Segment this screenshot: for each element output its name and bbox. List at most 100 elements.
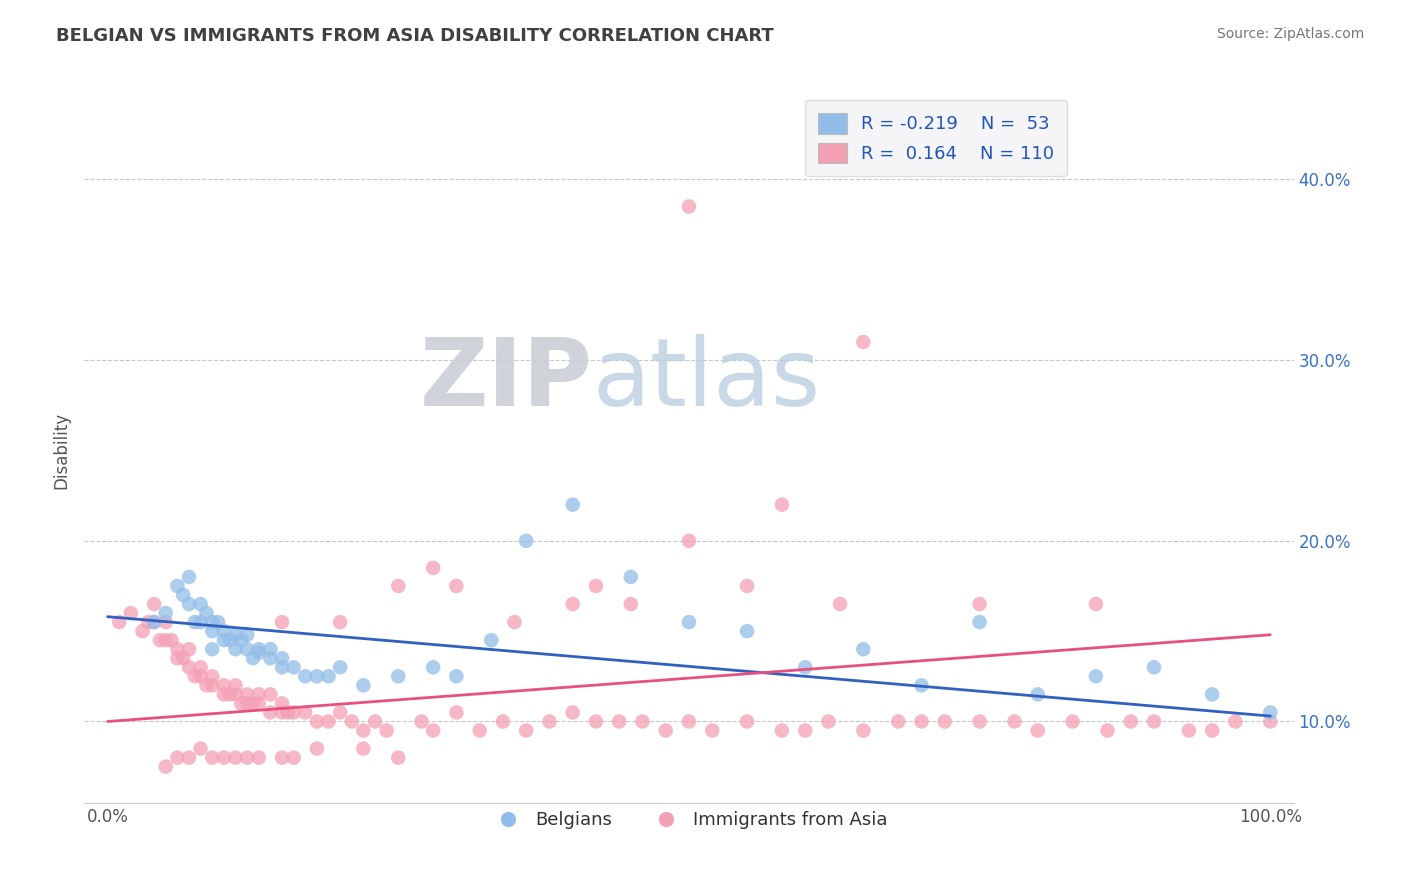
Point — [236, 697, 259, 711]
Text: ZIP: ZIP — [419, 334, 592, 426]
Point — [212, 750, 235, 764]
Point — [446, 706, 468, 720]
Point — [1026, 723, 1049, 738]
Point — [190, 741, 212, 756]
Point — [830, 597, 852, 611]
Point — [166, 750, 188, 764]
Point — [212, 624, 235, 639]
Point — [934, 714, 956, 729]
Point — [247, 642, 270, 657]
Point — [375, 723, 398, 738]
Point — [631, 714, 654, 729]
Point — [422, 561, 444, 575]
Point — [143, 615, 166, 629]
Point — [190, 660, 212, 674]
Point — [166, 651, 188, 665]
Point — [364, 714, 387, 729]
Point — [172, 651, 194, 665]
Point — [852, 723, 875, 738]
Point — [236, 687, 259, 701]
Point — [247, 750, 270, 764]
Point — [411, 714, 433, 729]
Point — [910, 714, 932, 729]
Point — [479, 633, 502, 648]
Point — [259, 651, 281, 665]
Point — [271, 651, 294, 665]
Point — [515, 723, 537, 738]
Point — [770, 723, 793, 738]
Point — [329, 615, 352, 629]
Point — [1097, 723, 1119, 738]
Point — [236, 628, 259, 642]
Point — [1258, 706, 1281, 720]
Point — [305, 741, 328, 756]
Point — [231, 697, 253, 711]
Point — [225, 678, 247, 692]
Point — [585, 714, 607, 729]
Point — [155, 759, 177, 773]
Point — [190, 615, 212, 629]
Point — [969, 615, 991, 629]
Point — [620, 570, 643, 584]
Point — [242, 651, 264, 665]
Point — [201, 642, 224, 657]
Point — [969, 714, 991, 729]
Point — [352, 678, 374, 692]
Point — [1201, 687, 1223, 701]
Point — [294, 706, 316, 720]
Text: BELGIAN VS IMMIGRANTS FROM ASIA DISABILITY CORRELATION CHART: BELGIAN VS IMMIGRANTS FROM ASIA DISABILI… — [56, 27, 773, 45]
Point — [108, 615, 131, 629]
Point — [678, 200, 700, 214]
Point — [166, 642, 188, 657]
Point — [271, 660, 294, 674]
Point — [218, 687, 240, 701]
Point — [910, 678, 932, 692]
Point — [678, 615, 700, 629]
Point — [654, 723, 676, 738]
Point — [678, 533, 700, 548]
Point — [561, 706, 583, 720]
Point — [212, 633, 235, 648]
Point — [283, 706, 305, 720]
Point — [585, 579, 607, 593]
Text: Source: ZipAtlas.com: Source: ZipAtlas.com — [1216, 27, 1364, 41]
Point — [236, 750, 259, 764]
Point — [561, 597, 583, 611]
Point — [794, 660, 817, 674]
Point — [561, 498, 583, 512]
Point — [155, 606, 177, 620]
Point — [259, 642, 281, 657]
Point — [492, 714, 515, 729]
Point — [735, 714, 758, 729]
Y-axis label: Disability: Disability — [52, 412, 70, 489]
Point — [131, 624, 153, 639]
Point — [236, 642, 259, 657]
Point — [607, 714, 630, 729]
Point — [329, 706, 352, 720]
Point — [155, 615, 177, 629]
Point — [1143, 660, 1166, 674]
Point — [201, 669, 224, 683]
Point — [259, 687, 281, 701]
Point — [225, 750, 247, 764]
Point — [422, 723, 444, 738]
Point — [1084, 669, 1107, 683]
Point — [247, 646, 270, 660]
Point — [201, 615, 224, 629]
Point — [1201, 723, 1223, 738]
Point — [271, 706, 294, 720]
Point — [387, 750, 409, 764]
Point — [735, 579, 758, 593]
Point — [305, 669, 328, 683]
Point — [166, 579, 188, 593]
Point — [231, 633, 253, 648]
Point — [1258, 714, 1281, 729]
Point — [160, 633, 183, 648]
Point — [177, 570, 200, 584]
Point — [515, 533, 537, 548]
Legend: Belgians, Immigrants from Asia: Belgians, Immigrants from Asia — [482, 804, 896, 836]
Point — [218, 633, 240, 648]
Point — [702, 723, 724, 738]
Point — [195, 678, 218, 692]
Point — [225, 628, 247, 642]
